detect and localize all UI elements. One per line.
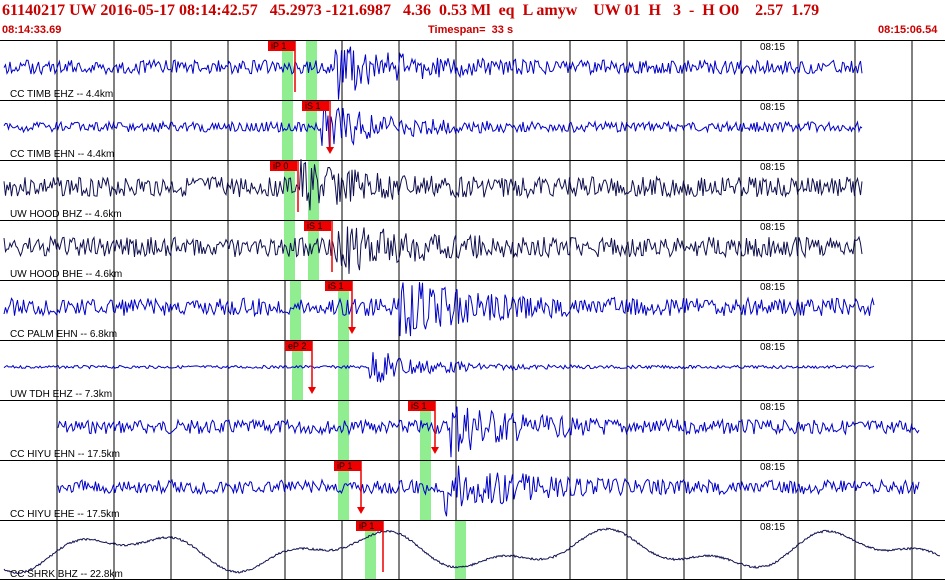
time-tick-label: 08:15 xyxy=(760,162,785,173)
pick-window-marker xyxy=(308,221,319,280)
trace-row[interactable]: iP 1 08:15 CC SHRK BHZ -- 22.8km xyxy=(0,520,945,580)
phase-pick-label: iP 1 xyxy=(271,41,286,51)
trace-row[interactable]: iP 1 08:15 CC HIYU EHE -- 17.5km xyxy=(0,460,945,521)
pick-window-marker xyxy=(282,41,293,100)
pick-window-marker xyxy=(365,521,376,580)
phase-pick-label: iP 1 xyxy=(359,521,374,531)
pick-window-marker xyxy=(308,161,319,220)
station-label: CC SHRK BHZ -- 22.8km xyxy=(10,569,123,580)
pick-window-marker xyxy=(282,101,293,160)
time-tick-label: 08:15 xyxy=(760,522,785,533)
pick-arrow-icon xyxy=(348,327,356,334)
station-label: UW TDH EHZ -- 7.3km xyxy=(10,389,112,400)
phase-pick-flag[interactable] xyxy=(285,341,312,351)
time-tick-label: 08:15 xyxy=(760,342,785,353)
trace-row[interactable]: iS 1 08:15 UW HOOD BHE -- 4.6km xyxy=(0,220,945,281)
phase-pick-flag[interactable] xyxy=(268,41,295,51)
station-label: CC TIMB EHN -- 4.4km xyxy=(10,149,114,160)
start-time: 08:14:33.69 xyxy=(2,24,62,36)
pick-arrow-icon xyxy=(326,147,334,154)
trace-row[interactable]: iP 1 08:15 CC TIMB EHZ -- 4.4km xyxy=(0,40,945,101)
station-label: CC HIYU EHN -- 17.5km xyxy=(10,449,120,460)
time-tick-label: 08:15 xyxy=(760,102,785,113)
phase-pick-flag[interactable] xyxy=(356,521,383,531)
waveform-trace xyxy=(3,352,875,383)
pick-arrow-icon xyxy=(308,387,316,394)
phase-pick-flag[interactable] xyxy=(302,101,329,111)
trace-rows: iP 1 08:15 CC TIMB EHZ -- 4.4km iS 1 08:15 CC… xyxy=(0,40,945,580)
time-tick-label: 08:15 xyxy=(760,402,785,413)
phase-pick-flag[interactable] xyxy=(408,401,435,411)
phase-pick-flag[interactable] xyxy=(304,221,331,231)
pick-window-marker xyxy=(284,161,295,220)
station-label: CC TIMB EHZ -- 4.4km xyxy=(10,89,113,100)
pick-window-marker xyxy=(306,101,317,160)
trace-row[interactable]: iP 0 08:15 UW HOOD BHZ -- 4.6km xyxy=(0,159,945,220)
waveform-trace xyxy=(3,282,875,337)
station-label: UW HOOD BHZ -- 4.6km xyxy=(10,209,122,220)
phase-pick-label: eP 2 xyxy=(288,341,306,351)
trace-row[interactable]: iS 1 08:15 CC TIMB EHN -- 4.4km xyxy=(0,100,945,160)
waveform-trace xyxy=(3,100,863,152)
waveform-trace xyxy=(57,465,920,517)
station-label: CC PALM EHN -- 6.8km xyxy=(10,329,117,340)
pick-window-marker xyxy=(306,41,317,100)
pick-arrow-icon xyxy=(431,447,439,454)
trace-row[interactable]: iS 1 08:15 CC HIYU EHN -- 17.5km xyxy=(0,400,945,461)
end-time: 08:15:06.54 xyxy=(878,24,938,36)
phase-pick-label: iS 1 xyxy=(328,281,344,291)
pick-window-marker xyxy=(338,341,349,400)
phase-pick-label: iS 1 xyxy=(305,101,321,111)
pick-window-marker xyxy=(420,461,431,520)
pick-arrow-icon xyxy=(357,507,365,514)
phase-pick-label: iP 1 xyxy=(337,461,352,471)
phase-pick-label: iP 0 xyxy=(273,161,288,171)
pick-window-marker xyxy=(338,401,349,460)
event-summary-title: 61140217 UW 2016-05-17 08:14:42.57 45.29… xyxy=(2,2,820,19)
phase-pick-label: iS 1 xyxy=(411,401,427,411)
timespan-label: Timespan= 33 s xyxy=(428,24,514,36)
phase-pick-flag[interactable] xyxy=(270,161,297,171)
pick-window-marker xyxy=(338,461,349,520)
time-tick-label: 08:15 xyxy=(760,222,785,233)
station-label: UW HOOD BHE -- 4.6km xyxy=(10,269,122,280)
waveform-trace xyxy=(3,159,863,211)
time-tick-label: 08:15 xyxy=(760,282,785,293)
pick-window-marker xyxy=(292,341,303,400)
pick-window-marker xyxy=(290,281,301,340)
pick-window-marker xyxy=(455,521,466,580)
phase-pick-flag[interactable] xyxy=(334,461,361,471)
waveform-trace xyxy=(3,527,940,575)
time-tick-label: 08:15 xyxy=(760,462,785,473)
pick-window-marker xyxy=(420,401,431,460)
trace-row[interactable]: eP 2 08:15 UW TDH EHZ -- 7.3km xyxy=(0,340,945,401)
waveform-trace xyxy=(3,226,863,274)
station-label: CC HIYU EHE -- 17.5km xyxy=(10,509,119,520)
pick-window-marker xyxy=(338,281,349,340)
trace-row[interactable]: iS 1 08:15 CC PALM EHN -- 6.8km xyxy=(0,280,945,341)
phase-pick-flag[interactable] xyxy=(325,281,352,291)
waveform-trace xyxy=(57,406,920,458)
phase-pick-label: iS 1 xyxy=(307,221,323,231)
event-header: 61140217 UW 2016-05-17 08:14:42.57 45.29… xyxy=(0,0,945,40)
time-tick-label: 08:15 xyxy=(760,42,785,53)
waveform-trace xyxy=(3,46,863,100)
seismogram-panel[interactable]: iP 1 08:15 CC TIMB EHZ -- 4.4km iS 1 08:15 CC… xyxy=(0,40,945,580)
